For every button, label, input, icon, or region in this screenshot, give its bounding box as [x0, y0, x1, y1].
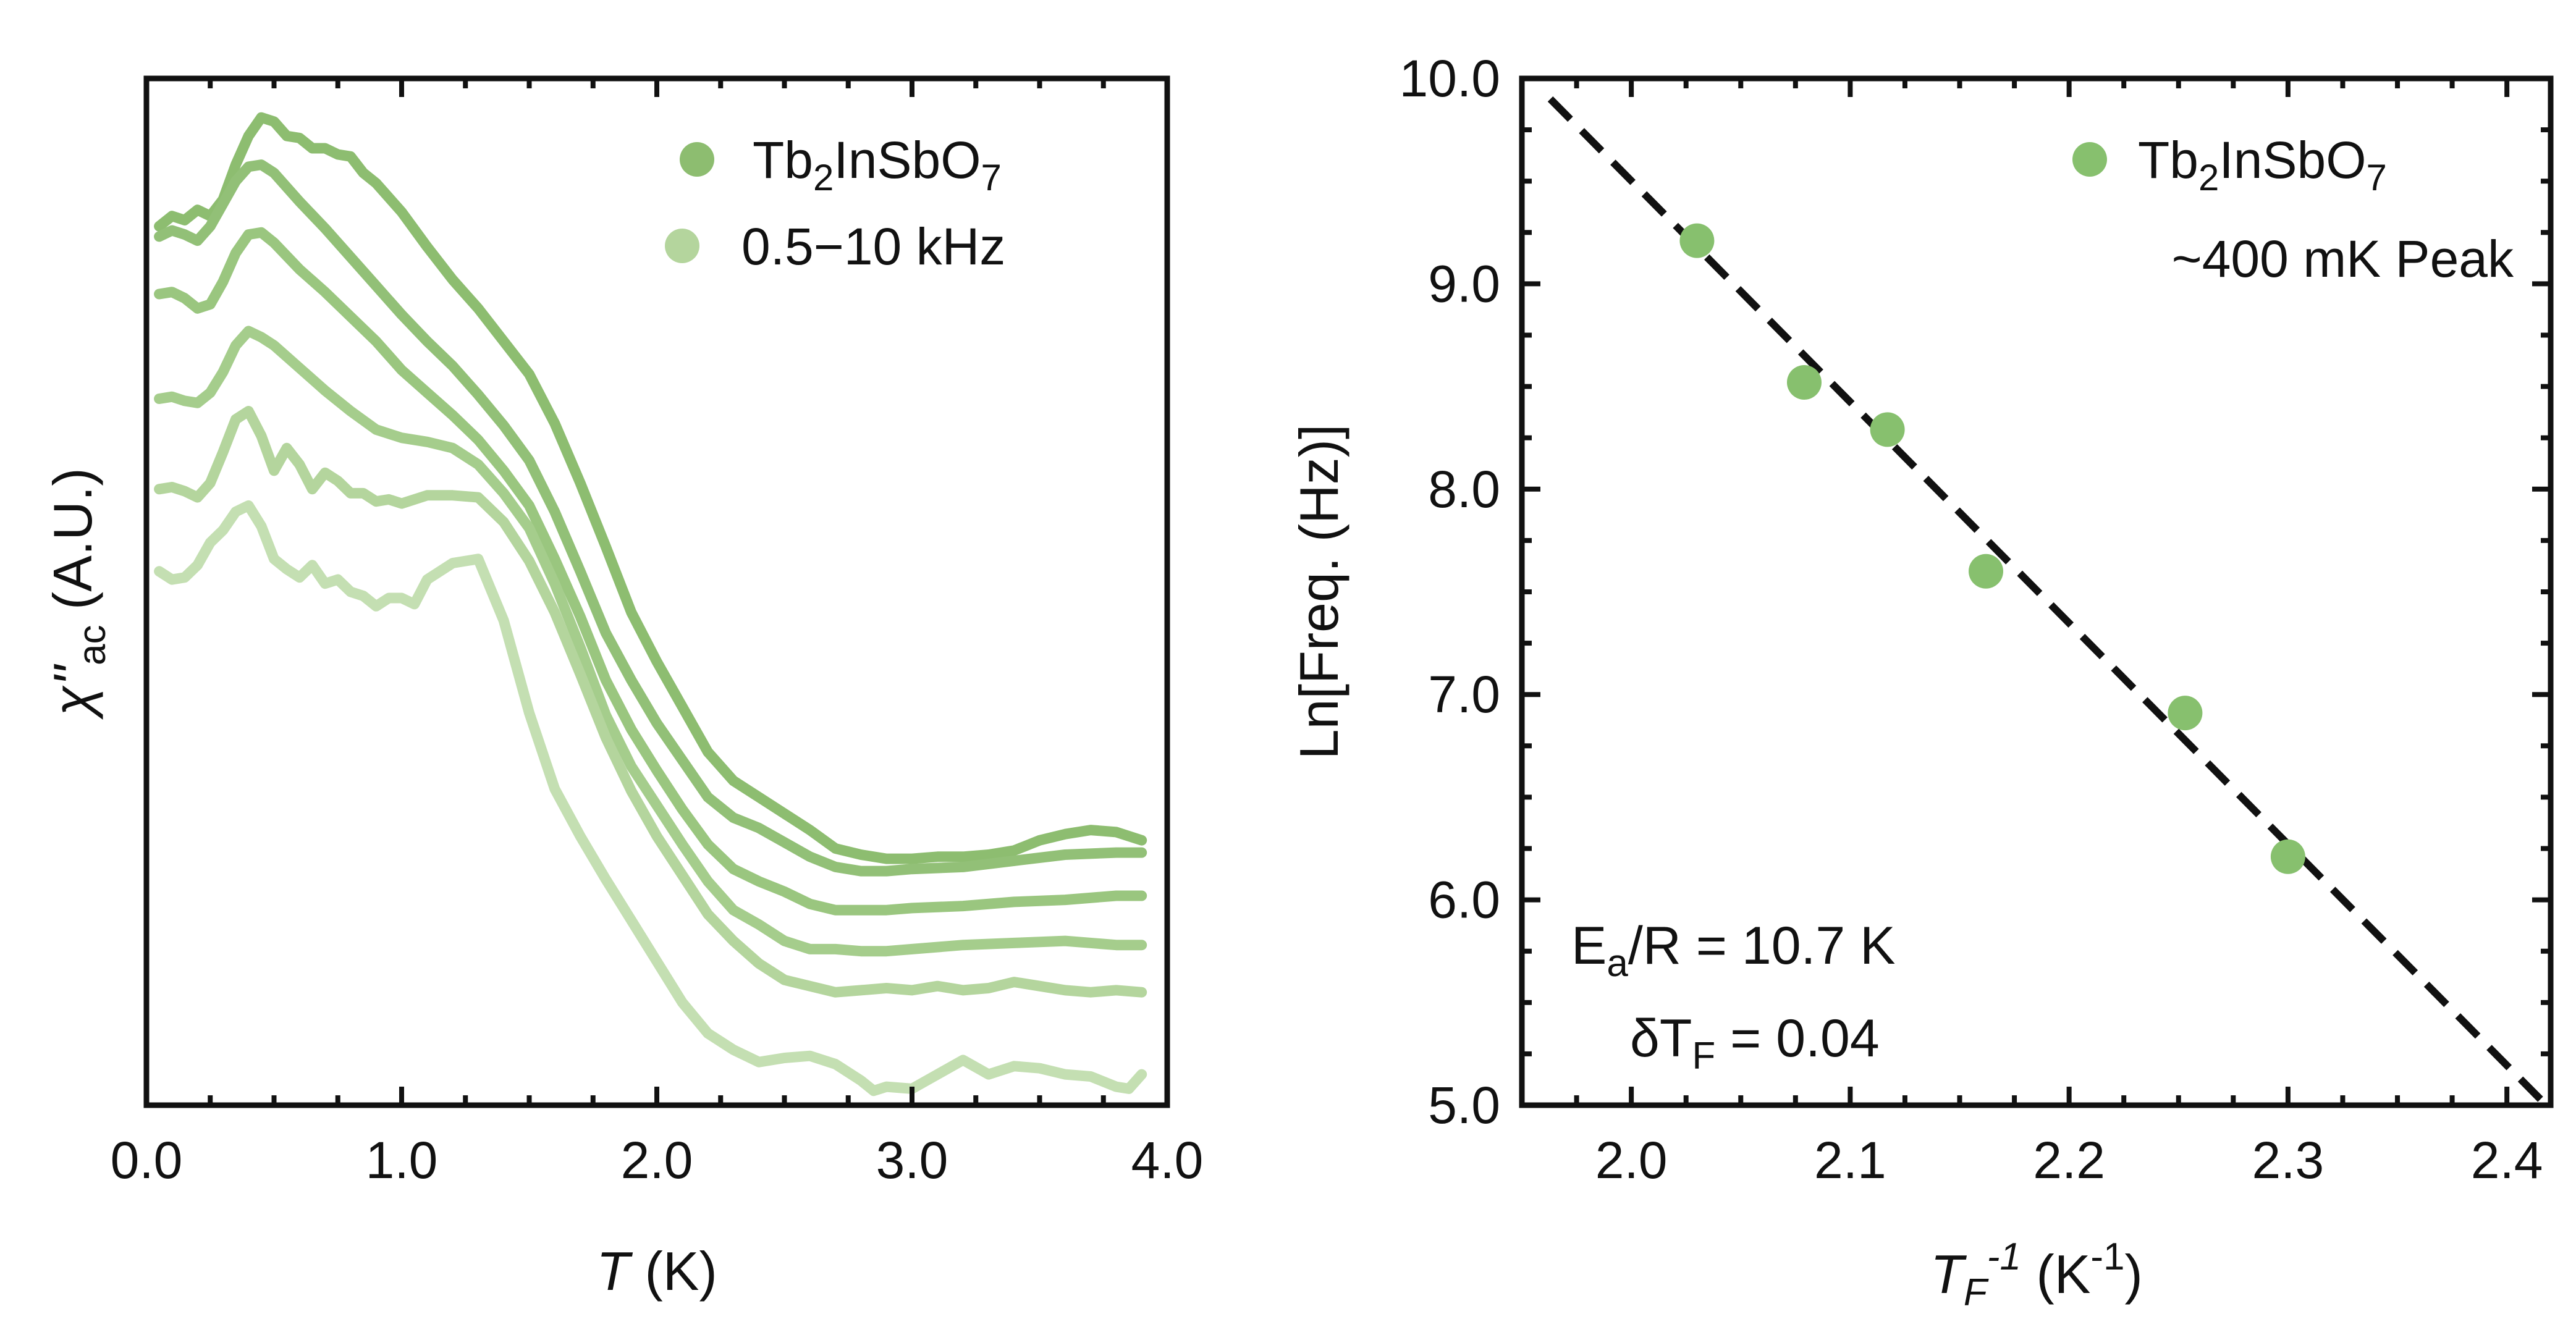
left-legend-marker-1: [680, 142, 714, 177]
right-legend: Tb2InSbO7 ~400 mK Peak: [2072, 131, 2514, 288]
right-legend-marker: [2072, 142, 2107, 177]
right-y-tick-label: 9.0: [1428, 255, 1500, 313]
left-series-line-3: [154, 227, 1147, 916]
right-x-tick-label: 2.2: [2033, 1131, 2105, 1189]
data-point-2: [1786, 364, 1822, 400]
activation-energy-annotation: Ea/R = 10.7 K: [1571, 916, 1896, 985]
left-series-line-5: [154, 406, 1147, 998]
right-y-tick-label: 6.0: [1428, 871, 1500, 929]
left-x-tick-label: 3.0: [876, 1131, 948, 1189]
right-x-tick-label: 2.1: [1814, 1131, 1886, 1189]
right-x-axis-title: TF-1 (K-1): [1930, 1236, 2143, 1314]
right-x-tick-label: 2.3: [2252, 1131, 2325, 1189]
data-point-3: [1870, 412, 1905, 447]
right-y-axis-title: Ln[Freq. (Hz)]: [1288, 424, 1349, 760]
left-legend-label-1: Tb2InSbO7: [753, 131, 1002, 198]
left-plot-frame: [143, 75, 1170, 1108]
data-point-1: [1679, 223, 1715, 258]
left-x-tick-label: 0.0: [111, 1131, 183, 1189]
right-y-tick-label: 7.0: [1428, 665, 1500, 723]
data-point-6: [2270, 839, 2305, 874]
left-x-axis-title: T (K): [596, 1240, 717, 1302]
right-y-tick-label: 10.0: [1400, 49, 1501, 107]
data-point-5: [2168, 696, 2203, 731]
right-legend-label-1: Tb2InSbO7: [2138, 131, 2387, 198]
left-series-line-1: [154, 112, 1147, 864]
left-series-group: [154, 112, 1147, 1097]
right-points-group: [1679, 223, 2305, 874]
left-ticks: 0.0 1.0 2.0 3.0 4.0: [111, 78, 1204, 1189]
right-x-tick-label: 2.4: [2471, 1131, 2543, 1189]
data-point-4: [1969, 554, 2004, 589]
right-y-tick-label: 8.0: [1428, 460, 1500, 518]
right-x-tick-label: 2.0: [1595, 1131, 1668, 1189]
delta-tf-annotation: δTF = 0.04: [1630, 1009, 1880, 1077]
left-legend: Tb2InSbO7 0.5−10 kHz: [665, 131, 1005, 276]
left-legend-marker-2: [665, 229, 699, 263]
right-legend-label-2: ~400 mK Peak: [2172, 230, 2514, 288]
left-y-axis-title: χ''ac (A.U.): [42, 468, 114, 720]
fit-line: [1547, 96, 2549, 1108]
left-x-tick-label: 1.0: [366, 1131, 438, 1189]
right-ticks: 2.0 2.1 2.2 2.3 2.4 5.0 6.0 7.0 8.0 9.0 10.0: [1400, 49, 2551, 1189]
left-series-line-2: [154, 159, 1147, 877]
left-chart: 0.0 1.0 2.0 3.0 4.0 Tb2InSbO7 0.5−10 kHz T (…: [42, 75, 1204, 1302]
left-x-tick-label: 4.0: [1131, 1131, 1204, 1189]
left-x-tick-label: 2.0: [621, 1131, 693, 1189]
left-legend-label-2: 0.5−10 kHz: [741, 217, 1005, 276]
right-y-tick-label: 5.0: [1428, 1076, 1500, 1134]
right-chart: 2.0 2.1 2.2 2.3 2.4 5.0 6.0 7.0 8.0 9.0 10.0 Tb2In…: [1288, 49, 2554, 1314]
left-series-line-6: [154, 500, 1147, 1097]
left-series-line-4: [154, 326, 1147, 957]
